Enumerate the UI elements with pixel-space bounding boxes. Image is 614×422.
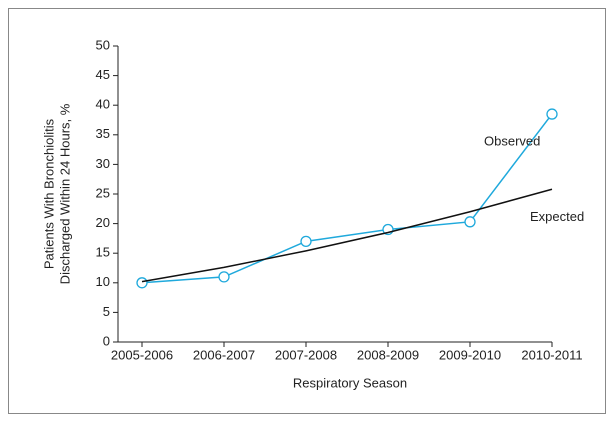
point: [300, 235, 312, 248]
x-tick-label: 2010-2011: [521, 347, 582, 362]
x-tick-label: 2007-2008: [275, 347, 337, 362]
point: [136, 277, 148, 289]
y-tick-label: 30: [96, 156, 110, 171]
y-tick-label: 45: [96, 67, 110, 82]
x-axis-title: Respiratory Season: [293, 375, 407, 390]
y-axis-title: Discharged Within 24 Hours, %: [57, 103, 72, 284]
y-tick-label: 40: [96, 97, 110, 112]
x-tick-label: 2005-2006: [111, 347, 173, 362]
y-tick-label: 35: [96, 126, 110, 141]
x-tick-label: 2008-2009: [357, 347, 419, 362]
point: [546, 108, 558, 120]
point: [218, 271, 230, 283]
frame: [8, 8, 606, 414]
y-tick-label: 0: [103, 333, 110, 348]
y-tick-label: 10: [96, 274, 110, 289]
point: [464, 216, 476, 228]
y-tick-label: 20: [96, 215, 110, 230]
y-tick-label: 50: [96, 37, 110, 52]
x-tick-label: 2006-2007: [193, 347, 255, 362]
y-axis-title: Patients With Bronchiolitis: [41, 118, 56, 269]
series-line: [141, 113, 553, 284]
x-tick-label: 2009-2010: [439, 347, 501, 362]
series-label: Expected: [530, 209, 584, 224]
y-tick-label: 15: [96, 245, 110, 260]
y-tick-label: 25: [96, 185, 110, 200]
series-label: Observed: [484, 133, 540, 148]
y-tick-label: 5: [103, 304, 110, 319]
series-line: [141, 188, 553, 283]
